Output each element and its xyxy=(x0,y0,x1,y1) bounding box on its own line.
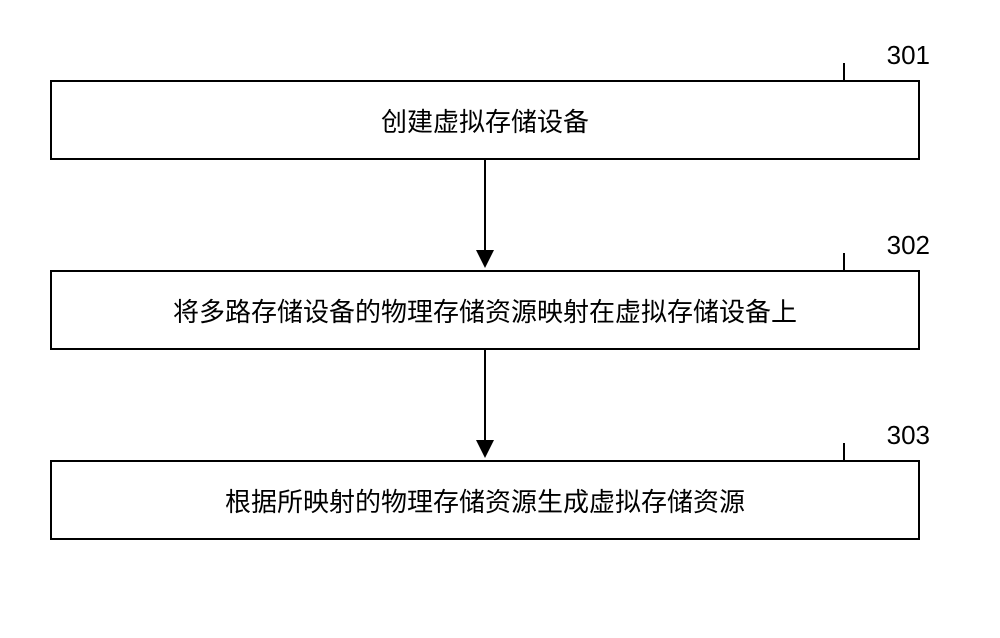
arrow-line-1 xyxy=(484,160,486,252)
flow-box-text: 根据所映射的物理存储资源生成虚拟存储资源 xyxy=(225,482,745,519)
label-text: 301 xyxy=(887,40,930,70)
arrow-head-2 xyxy=(476,440,494,458)
arrow-line-2 xyxy=(484,350,486,442)
label-text: 303 xyxy=(887,420,930,450)
flow-box-302: 将多路存储设备的物理存储资源映射在虚拟存储设备上 xyxy=(50,270,920,350)
flow-box-text: 将多路存储设备的物理存储资源映射在虚拟存储设备上 xyxy=(173,292,797,329)
label-text: 302 xyxy=(887,230,930,260)
flow-box-301: 创建虚拟存储设备 xyxy=(50,80,920,160)
step-label-301: 301 xyxy=(887,40,930,71)
arrow-head-1 xyxy=(476,250,494,268)
step-label-303: 303 xyxy=(887,420,930,451)
flow-box-text: 创建虚拟存储设备 xyxy=(381,102,589,139)
step-label-302: 302 xyxy=(887,230,930,261)
flow-box-303: 根据所映射的物理存储资源生成虚拟存储资源 xyxy=(50,460,920,540)
